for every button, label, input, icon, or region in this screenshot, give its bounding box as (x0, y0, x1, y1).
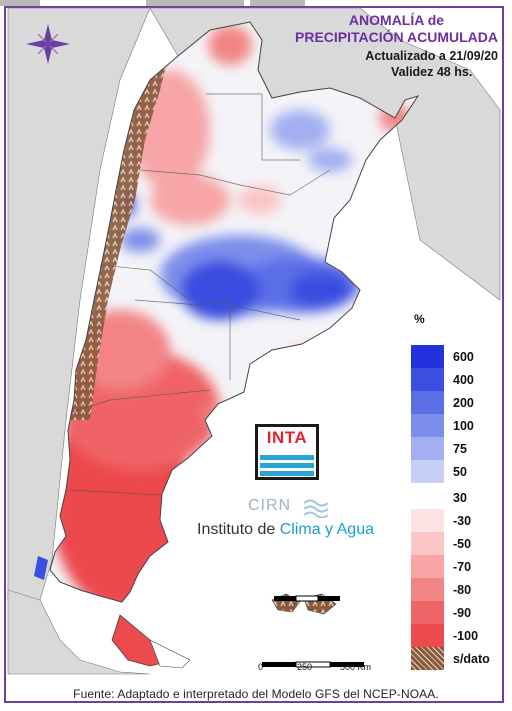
legend-label: 400 (453, 372, 474, 387)
legend-swatch (411, 624, 444, 647)
title-line-1: ANOMALÍA de (348, 12, 445, 28)
wave-icon (303, 499, 328, 518)
legend-item: -30 (411, 509, 471, 532)
legend-swatch (411, 647, 444, 670)
cirn-logo-text: CIRN (248, 497, 292, 514)
scale-label-500: 500 Km (340, 662, 372, 672)
institute-name: Instituto de Clima y Agua (197, 521, 374, 539)
legend-label: -50 (453, 536, 472, 551)
legend-swatch (411, 601, 444, 624)
legend-item: 30 (411, 486, 467, 509)
distance-scale-bar (262, 661, 364, 668)
legend-item: 75 (411, 437, 467, 460)
institute-prefix: Instituto de (197, 521, 280, 538)
legend-label: s/dato (453, 651, 490, 666)
inta-logo-text: INTA (266, 428, 308, 447)
legend-label: 100 (453, 418, 474, 433)
legend-swatch (411, 555, 444, 578)
map-title: ANOMALÍA de PRECIPITACIÓN ACUMULADA (295, 12, 498, 46)
legend-swatch (411, 414, 444, 437)
legend-item: -80 (411, 578, 471, 601)
scale-label-0: 0 (258, 662, 264, 672)
legend-swatch (411, 509, 444, 532)
legend-item: 200 (411, 391, 474, 414)
inset-scale-bar (274, 595, 340, 602)
legend-label: -80 (453, 582, 472, 597)
inta-logo: INTA (255, 424, 319, 480)
legend-label: -90 (453, 605, 472, 620)
legend-swatch (411, 345, 444, 368)
updated-date: Actualizado a 21/09/20 (365, 49, 498, 63)
legend-swatch (411, 578, 444, 601)
legend-label: 75 (453, 441, 467, 456)
legend-label: -30 (453, 513, 472, 528)
legend-item: s/dato (411, 647, 490, 670)
legend-item: -90 (411, 601, 471, 624)
title-line-2: PRECIPITACIÓN ACUMULADA (295, 29, 498, 45)
legend-label: 600 (453, 349, 474, 364)
map-subtitle: Actualizado a 21/09/20 Validez 48 hs. (365, 48, 498, 80)
validity-text: Validez 48 hs. (391, 65, 473, 79)
legend-label: 30 (453, 490, 467, 505)
legend-unit: % (414, 312, 425, 326)
legend-item: 400 (411, 368, 474, 391)
legend-swatch (411, 486, 444, 509)
legend-item: 600 (411, 345, 474, 368)
legend-swatch (411, 460, 444, 483)
legend-label: -100 (453, 628, 479, 643)
top-strip (0, 0, 512, 6)
source-credit: Fuente: Adaptado e interpretado del Mode… (73, 687, 439, 701)
legend-swatch (411, 368, 444, 391)
legend-item: 50 (411, 460, 467, 483)
legend-item: -70 (411, 555, 471, 578)
legend-item: 100 (411, 414, 474, 437)
legend-label: 50 (453, 464, 467, 479)
institute-highlight: Clima y Agua (279, 521, 374, 538)
legend-item: -100 (411, 624, 478, 647)
legend-label: -70 (453, 559, 472, 574)
legend-swatch (411, 532, 444, 555)
legend-item: -50 (411, 532, 471, 555)
legend-label: 200 (453, 395, 474, 410)
compass-rose-icon (26, 24, 70, 64)
legend-swatch (411, 391, 444, 414)
legend-swatch (411, 437, 444, 460)
scale-label-250: 250 (297, 662, 313, 672)
